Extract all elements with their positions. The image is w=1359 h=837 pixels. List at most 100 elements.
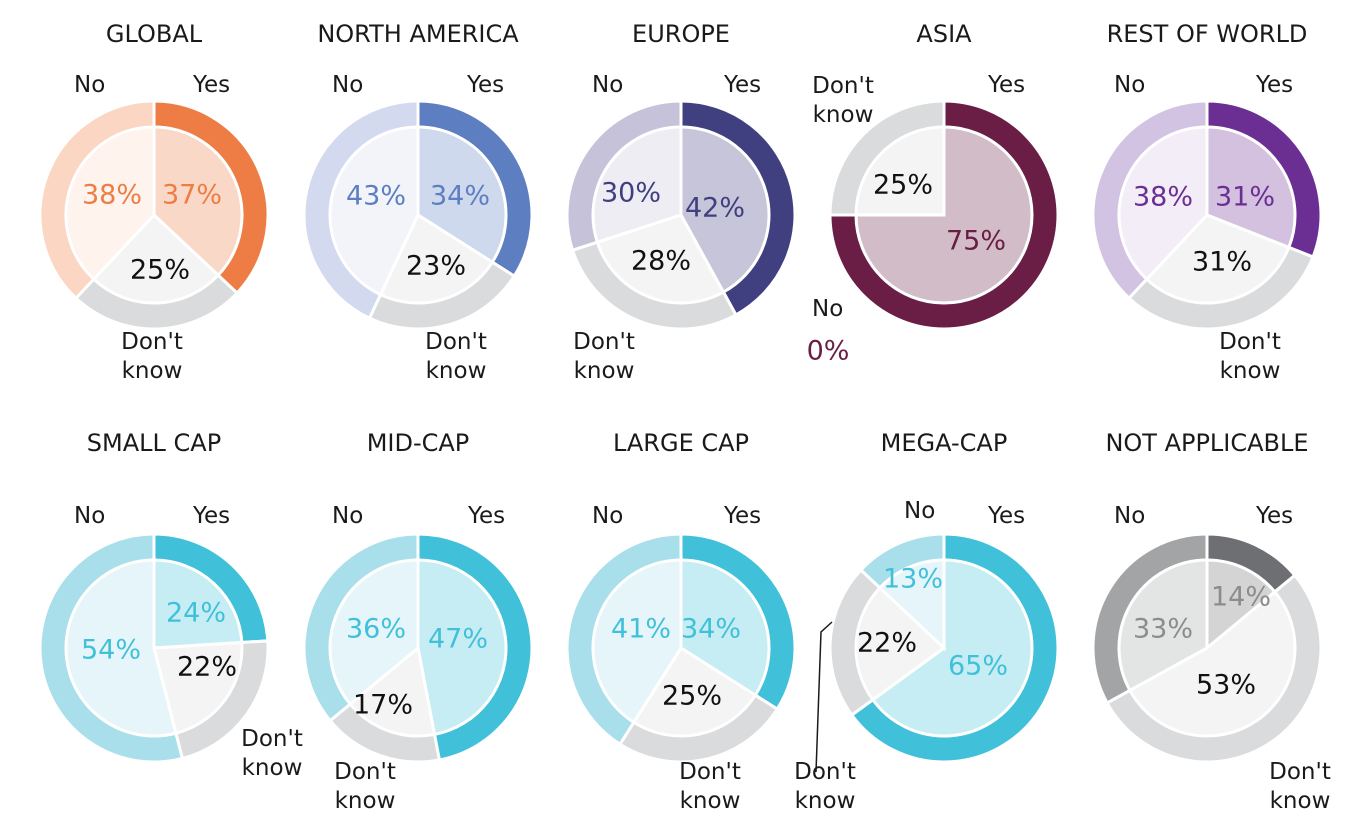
percent-no: 41% bbox=[611, 614, 671, 645]
label-no: No bbox=[812, 296, 843, 322]
chart-title: ASIA bbox=[916, 20, 972, 48]
label-yes: Yes bbox=[723, 503, 761, 529]
percent-dk: 23% bbox=[406, 251, 466, 282]
donut-chart: LARGE CAP Yes No Don't know 34% 41% 25% bbox=[565, 429, 797, 814]
label-no: No bbox=[592, 72, 623, 98]
percent-no: 33% bbox=[1133, 614, 1193, 645]
slice-inner-yes bbox=[152, 125, 244, 278]
percent-dk: 17% bbox=[353, 690, 413, 721]
slice-inner-dk bbox=[854, 585, 947, 702]
label-yes: Yes bbox=[192, 72, 230, 98]
percent-dk: 22% bbox=[177, 652, 237, 683]
percent-yes: 37% bbox=[162, 180, 222, 211]
label-yes: Yes bbox=[466, 72, 504, 98]
chart-title: LARGE CAP bbox=[613, 429, 749, 457]
donut-chart: GLOBAL Yes No Don't know 37% 38% 25% bbox=[38, 20, 270, 384]
slice-inner-dk bbox=[1144, 213, 1291, 305]
donut-chart: NOT APPLICABLE Yes No Don't know 14% 33%53% bbox=[1091, 429, 1331, 814]
label-dont-know: Don't know bbox=[573, 329, 635, 384]
percent-dk: 28% bbox=[631, 246, 691, 277]
percent-no: 54% bbox=[81, 635, 141, 666]
label-dont-know: Don't know bbox=[1219, 329, 1281, 384]
slice-inner-no bbox=[1117, 125, 1209, 282]
slice-inner-no bbox=[328, 125, 420, 297]
slice-inner-no bbox=[64, 558, 178, 738]
label-dont-know: Don't know bbox=[425, 329, 487, 384]
chart-title: MEGA-CAP bbox=[881, 429, 1008, 457]
slice-inner-yes bbox=[416, 558, 508, 737]
slice-inner-yes bbox=[870, 558, 1034, 738]
percent-dk: 53% bbox=[1196, 670, 1256, 701]
label-no: No bbox=[1114, 72, 1145, 98]
percent-yes: 42% bbox=[685, 193, 745, 224]
label-no: No bbox=[332, 503, 363, 529]
label-no: No bbox=[592, 503, 623, 529]
label-yes: Yes bbox=[723, 72, 761, 98]
slice-inner-yes bbox=[1205, 558, 1277, 652]
percent-no: 13% bbox=[883, 564, 943, 595]
label-yes: Yes bbox=[987, 72, 1025, 98]
label-dont-know: Don't know bbox=[121, 329, 183, 384]
donut-chart: MID-CAP Yes No Don't know 47% 36% 17% bbox=[302, 429, 534, 814]
donut-chart: ASIA Yes No Don't know 75% 0% 25% bbox=[807, 20, 1060, 367]
chart-title: EUROPE bbox=[632, 20, 730, 48]
percent-no: 36% bbox=[346, 614, 406, 645]
percent-no: 38% bbox=[1133, 182, 1193, 213]
label-dont-know: Don't know bbox=[1269, 759, 1331, 814]
donut-chart: MEGA-CAP Yes No Don't know 65% 13% 22% bbox=[794, 429, 1060, 814]
slice-inner-yes bbox=[1205, 125, 1297, 250]
slice-inner-no bbox=[591, 558, 683, 725]
percent-yes: 34% bbox=[430, 181, 490, 212]
percent-yes: 75% bbox=[946, 226, 1006, 257]
label-no: No bbox=[1114, 503, 1145, 529]
percent-dk: 31% bbox=[1192, 247, 1252, 278]
percent-yes: 31% bbox=[1215, 182, 1275, 213]
percent-yes: 14% bbox=[1211, 582, 1271, 613]
donut-chart: NORTH AMERICA Yes No Don't know 34% 43% 23% bbox=[302, 20, 534, 384]
slice-inner-yes bbox=[679, 125, 771, 295]
label-yes: Yes bbox=[467, 503, 505, 529]
label-dont-know: Don't know bbox=[794, 759, 856, 814]
label-no: No bbox=[904, 498, 935, 524]
percent-yes: 24% bbox=[166, 598, 226, 629]
label-no: No bbox=[74, 503, 105, 529]
percent-yes: 34% bbox=[681, 614, 741, 645]
leader-line bbox=[815, 621, 833, 773]
chart-title: GLOBAL bbox=[106, 20, 203, 48]
slice-inner-dk bbox=[152, 640, 244, 736]
label-dont-know: Don't know bbox=[241, 726, 303, 781]
chart-title: NOT APPLICABLE bbox=[1105, 429, 1308, 457]
slice-inner-dk bbox=[595, 213, 726, 305]
label-dont-know: Don't know bbox=[679, 759, 741, 814]
donut-chart: REST OF WORLD Yes No Don't know 31% 38% 31% bbox=[1091, 20, 1323, 384]
slice-inner-yes bbox=[152, 558, 244, 650]
donut-chart: EUROPE Yes No Don't know 42% 30% 28% bbox=[565, 20, 797, 384]
slice-inner-no bbox=[328, 558, 420, 707]
slice-inner-dk bbox=[348, 645, 437, 738]
percent-no: 38% bbox=[82, 180, 142, 211]
slice-inner-dk bbox=[854, 125, 946, 217]
label-dont-know: Don't know bbox=[334, 759, 396, 814]
label-no: No bbox=[74, 72, 105, 98]
percent-dk: 25% bbox=[130, 255, 190, 286]
slice-inner-dk bbox=[1127, 589, 1297, 738]
chart-title: MID-CAP bbox=[367, 429, 470, 457]
slice-inner-no bbox=[591, 125, 683, 245]
chart-title: REST OF WORLD bbox=[1107, 20, 1308, 48]
chart-title: SMALL CAP bbox=[87, 429, 221, 457]
percent-no: 30% bbox=[601, 178, 661, 209]
label-yes: Yes bbox=[1255, 503, 1293, 529]
percent-dk: 25% bbox=[662, 681, 722, 712]
slice-inner-dk bbox=[631, 645, 758, 738]
label-dont-know: Don't know bbox=[812, 73, 874, 128]
percent-no: 43% bbox=[346, 181, 406, 212]
slice-inner-no bbox=[877, 558, 946, 652]
percent-no: 0% bbox=[807, 336, 850, 367]
slice-inner-no bbox=[1117, 558, 1209, 693]
percent-yes: 47% bbox=[428, 624, 488, 655]
label-no: No bbox=[332, 72, 363, 98]
percent-dk: 22% bbox=[857, 628, 917, 659]
chart-title: NORTH AMERICA bbox=[317, 20, 519, 48]
label-yes: Yes bbox=[987, 503, 1025, 529]
